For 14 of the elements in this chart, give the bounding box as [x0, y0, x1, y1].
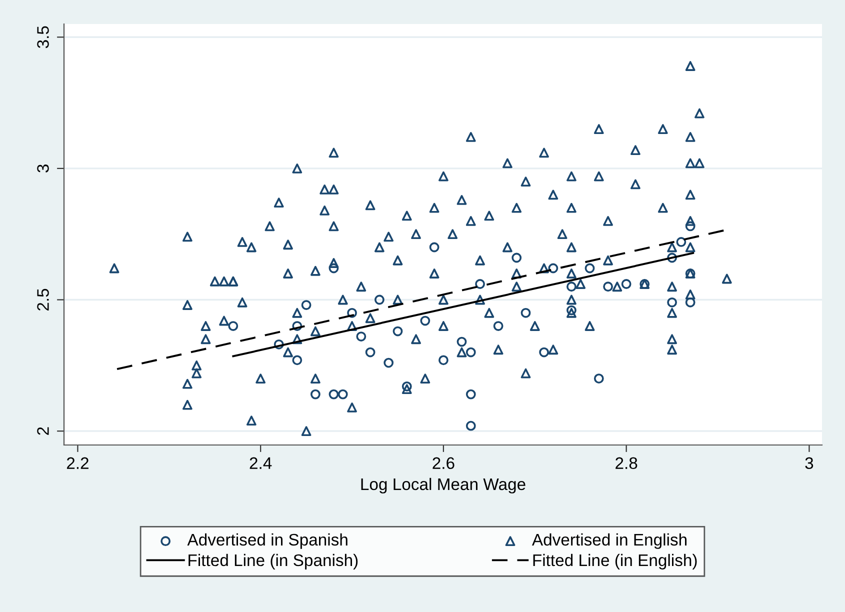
x-tick-label: 2.4 [250, 457, 272, 469]
y-tick-label: 2 [37, 427, 49, 435]
legend-label: Fitted Line (in Spanish) [188, 554, 358, 570]
y-tick-label: 3.5 [37, 26, 49, 48]
x-axis-title: Log Local Mean Wage [361, 478, 526, 494]
x-tick-label: 2.8 [616, 457, 638, 470]
legend-label: Advertised in English [532, 533, 687, 549]
x-tick-label: 2.2 [66, 457, 88, 469]
legend-label: Fitted Line (in English) [533, 554, 697, 570]
legend-label: Advertised in Spanish [187, 533, 348, 549]
x-tick-label: 3 [805, 457, 814, 470]
y-tick-label: 2.5 [37, 288, 49, 311]
x-tick-label: 2.6 [432, 457, 454, 470]
y-tick-label: 3 [37, 164, 49, 172]
